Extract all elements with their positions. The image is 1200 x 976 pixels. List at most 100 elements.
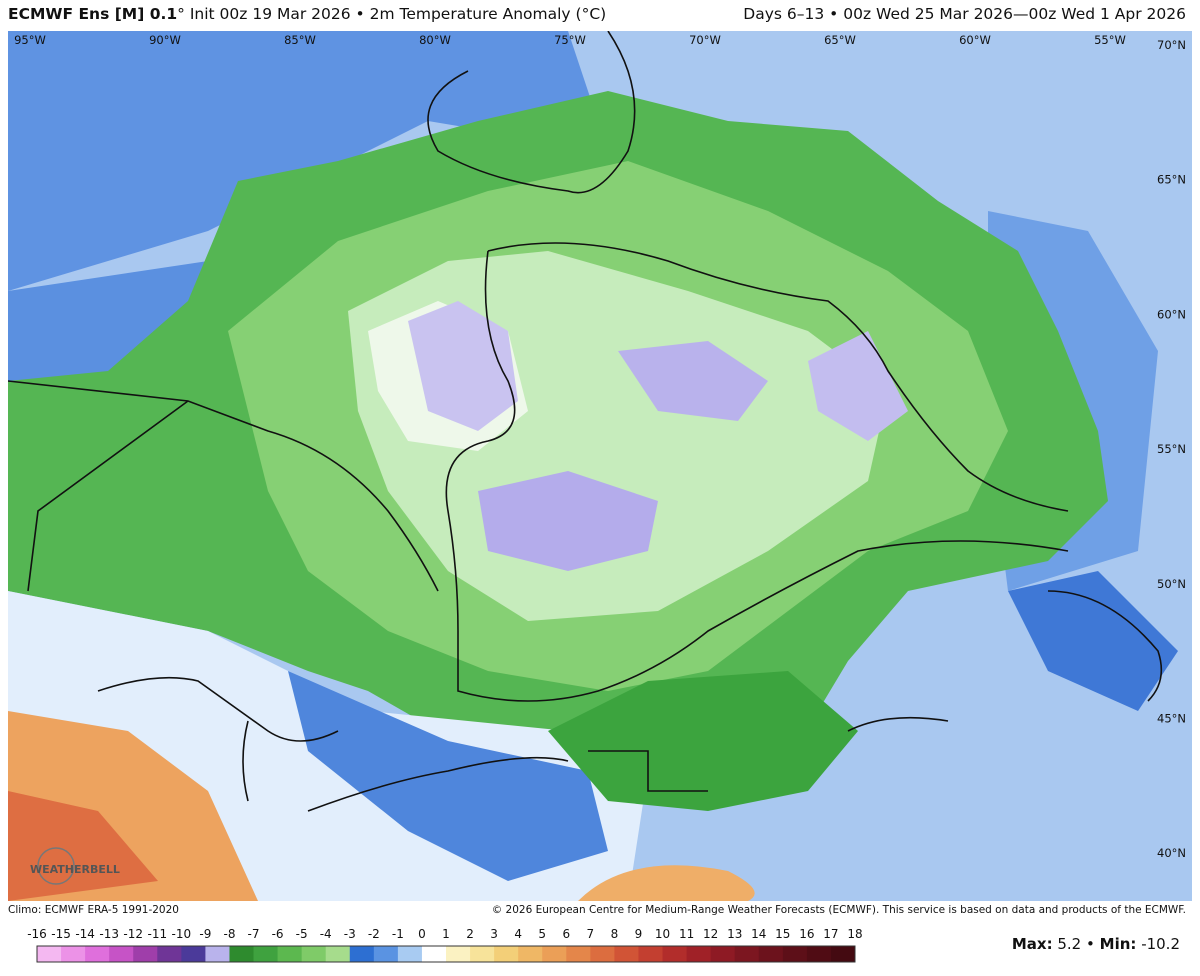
colorbar-label: 3 <box>490 927 498 941</box>
header-title: ECMWF Ens [M] 0.1° Init 00z 19 Mar 2026 … <box>8 5 606 23</box>
colorbar-swatch <box>686 946 712 962</box>
colorbar-swatch <box>566 946 591 962</box>
colorbar-label: -16 <box>27 927 47 941</box>
colorbar-label: 13 <box>727 927 742 941</box>
colorbar-swatch <box>277 946 303 962</box>
latitude-label: 50°N <box>1157 577 1186 591</box>
colorbar-label: -2 <box>368 927 380 941</box>
colorbar-swatch <box>710 946 736 962</box>
appalachian-green <box>548 671 858 811</box>
latitude-label: 40°N <box>1157 846 1186 860</box>
arctic-blue <box>8 31 608 291</box>
colorbar-swatch <box>325 946 351 962</box>
colorbar-label: 18 <box>847 927 862 941</box>
colorbar-label: 5 <box>538 927 546 941</box>
separator: • <box>1086 935 1095 953</box>
colorbar-label: 6 <box>562 927 570 941</box>
valid-period: Days 6–13 • 00z Wed 25 Mar 2026—00z Wed … <box>743 5 1186 23</box>
colorbar-label: 7 <box>587 927 595 941</box>
colorbar-swatch <box>782 946 808 962</box>
title: ° Init 00z 19 Mar 2026 • 2m Temperature … <box>177 5 607 23</box>
model-name: ECMWF Ens [M] 0.1 <box>8 5 178 23</box>
latitude-label: 60°N <box>1157 307 1186 321</box>
max-value: 5.2 <box>1057 935 1082 953</box>
colorbar-swatch <box>85 946 110 962</box>
colorbar-swatch <box>470 946 495 962</box>
colorbar-label: 12 <box>703 927 718 941</box>
longitude-label: 70°W <box>689 33 721 47</box>
colorbar-label: 11 <box>679 927 694 941</box>
colorbar-swatch <box>205 946 230 962</box>
colorbar-swatch <box>349 946 375 962</box>
colorbar-swatch <box>109 946 134 962</box>
longitude-label: 80°W <box>419 33 451 47</box>
colorbar-swatch <box>253 946 279 962</box>
colorbar-swatch <box>638 946 664 962</box>
colorbar-label: -10 <box>172 927 192 941</box>
colorbar-swatch <box>758 946 784 962</box>
lakes-blue <box>288 671 608 881</box>
colorbar-swatch <box>614 946 639 962</box>
colorbar-swatch <box>373 946 399 962</box>
longitude-label: 75°W <box>554 33 586 47</box>
colorbar-label: 2 <box>466 927 474 941</box>
cold-core <box>618 341 768 421</box>
colorbar-swatch <box>734 946 760 962</box>
colorbar-label: 15 <box>775 927 790 941</box>
colorbar-label: -15 <box>51 927 71 941</box>
map: WEATHERBELL 95°W 90°W 85°W 80°W 75°W 70°W 65°W… <box>8 31 1192 901</box>
cold-core <box>808 331 908 441</box>
logo-text: WEATHERBELL <box>30 863 120 876</box>
colorbar-swatch <box>181 946 206 962</box>
colorbar-swatch <box>61 946 86 962</box>
logo: WEATHERBELL <box>30 847 120 885</box>
colorbar-label: 0 <box>418 927 426 941</box>
colorbar-swatch <box>830 946 856 962</box>
colorbar-swatch <box>157 946 182 962</box>
latitude-labels: 70°N 65°N 60°N 55°N 50°N 45°N 40°N <box>1157 38 1186 860</box>
colorbar-label: -13 <box>99 927 119 941</box>
colorbar-swatch <box>662 946 688 962</box>
colorbar-swatch <box>542 946 567 962</box>
longitude-label: 65°W <box>824 33 856 47</box>
colorbar-label: 10 <box>655 927 670 941</box>
colorbar-label: -1 <box>392 927 404 941</box>
logo-globe <box>37 847 75 885</box>
colorbar-swatch <box>37 946 62 962</box>
longitude-label: 90°W <box>149 33 181 47</box>
max-label: Max: <box>1011 935 1053 953</box>
colorbar-label: 9 <box>635 927 643 941</box>
colorbar-swatch <box>229 946 255 962</box>
colorbar-label: 4 <box>514 927 522 941</box>
colorbar-swatch <box>806 946 832 962</box>
warm-atlantic <box>578 865 755 901</box>
colorbar-label: -12 <box>123 927 143 941</box>
colorbar-swatch <box>494 946 519 962</box>
colorbar-swatch <box>133 946 158 962</box>
newfoundland-blue <box>1008 571 1178 711</box>
climo-note: Climo: ECMWF ERA-5 1991-2020 <box>8 904 179 916</box>
latitude-label: 65°N <box>1157 173 1186 187</box>
colorbar-label: -9 <box>199 927 211 941</box>
colorbar-swatch <box>301 946 327 962</box>
colorbar-label: -6 <box>272 927 284 941</box>
latitude-label: 70°N <box>1157 38 1186 52</box>
min-label: Min: <box>1099 935 1137 953</box>
colorbar-label: -8 <box>223 927 235 941</box>
longitude-label: 85°W <box>284 33 316 47</box>
colorbar-label: -3 <box>344 927 356 941</box>
colorbar-label: 1 <box>442 927 450 941</box>
longitude-label: 60°W <box>959 33 991 47</box>
colorbar-label: 8 <box>611 927 619 941</box>
colorbar-swatch <box>518 946 543 962</box>
colorbar-label: -11 <box>147 927 167 941</box>
copyright: © 2026 European Centre for Medium-Range … <box>491 904 1186 916</box>
colorbar-label: 17 <box>823 927 838 941</box>
colorbar-swatch <box>590 946 615 962</box>
colorbar-swatch <box>421 946 447 962</box>
colorbar-swatch <box>397 946 423 962</box>
colorbar-frame <box>36 945 856 963</box>
colorbar: -16 -15 -14 -13 -12 -11 -10 -9 -8 -7 -6 -5 -4 -3 -2 -1 0… <box>27 927 863 963</box>
